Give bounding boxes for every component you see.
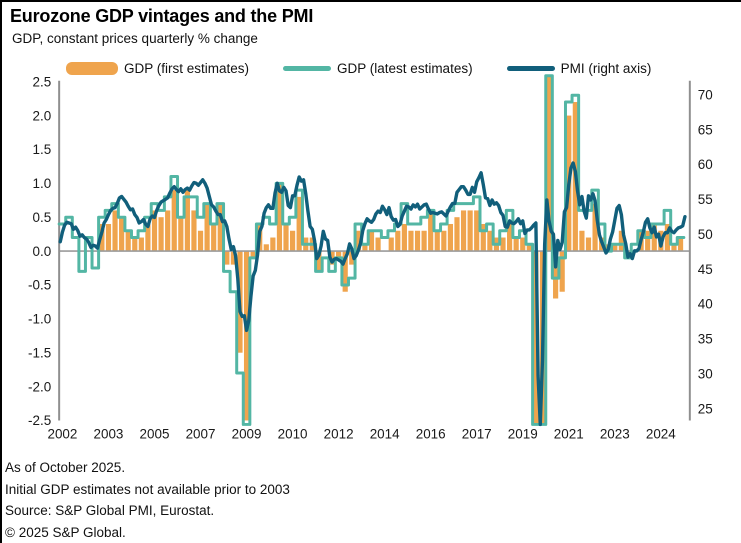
left-axis-label: 0.0 [32,244,51,259]
left-axis-label: -2.0 [28,379,51,394]
x-axis-label: 2021 [554,426,584,441]
footnote-availability: Initial GDP estimates not available prio… [5,481,290,497]
right-axis-labels: 70 65 60 55 50 45 40 35 30 25 [698,87,713,416]
x-axis-label: 2017 [462,426,492,441]
right-axis-label: 30 [698,366,713,381]
right-axis-label: 55 [698,192,713,207]
left-axis-label: 1.5 [32,142,51,157]
x-axis-label: 2002 [47,426,77,441]
legend-item-gdp-latest: GDP (latest estimates) [283,61,473,76]
chart-footnotes: As of October 2025. Initial GDP estimate… [5,457,290,543]
right-axis-label: 45 [698,262,713,277]
footnote-source: Source: S&P Global PMI, Eurostat. [5,503,215,518]
left-axis-label: -1.0 [28,312,51,327]
left-axis-label: 2.0 [32,108,51,123]
right-axis-label: 25 [698,401,713,416]
page-subtitle: GDP, constant prices quarterly % change [12,31,258,46]
left-axis-label: -0.5 [28,278,51,293]
left-axis-label: 0.5 [32,210,51,225]
x-axis-label: 2024 [646,426,676,441]
right-axis-label: 50 [698,227,713,242]
right-axis-label: 40 [698,297,713,312]
legend-label: GDP (latest estimates) [337,61,473,76]
left-axis-labels: 2.5 2.0 1.5 1.0 0.5 0.0 -0.5 -1.0 -1.5 -2.0 -2.5 [28,74,51,428]
right-axis-label: 70 [698,87,713,102]
left-axis-label: 2.5 [32,74,51,89]
legend-item-gdp-first: GDP (first estimates) [66,61,249,76]
chart-legend: GDP (first estimates) GDP (latest estima… [66,61,651,76]
left-axis-label: -1.5 [28,345,51,360]
x-axis-label: 2012 [324,426,354,441]
right-axis-label: 60 [698,157,713,172]
legend-swatch-2 [506,66,555,71]
x-axis-label: 2003 [94,426,124,441]
legend-label: GDP (first estimates) [124,61,250,76]
page-title: Eurozone GDP vintages and the PMI [10,6,314,26]
x-axis-label: 2019 [508,426,538,441]
right-axis-label: 35 [698,332,713,347]
right-axis-label: 65 [698,122,713,137]
pmi-line [58,161,687,427]
legend-swatch-1 [283,66,332,71]
x-axis-labels: 2002 2003 2005 2007 2009 2010 2012 2014 2016 2017… [47,426,676,441]
legend-swatch-0 [66,62,118,75]
legend-label: PMI (right axis) [560,61,652,76]
legend-item-pmi: PMI (right axis) [506,61,652,76]
footnote-copyright: © 2025 S&P Global. [5,524,126,540]
left-axis-label: -2.5 [28,413,51,428]
footnote-as-of: As of October 2025. [5,460,126,475]
x-axis-label: 2023 [600,426,630,441]
left-axis-label: 1.0 [32,176,51,191]
x-axis-label: 2005 [140,426,170,441]
x-axis-label: 2014 [370,426,400,441]
gdp-first-bars [99,75,684,425]
x-axis-label: 2010 [278,426,308,441]
x-axis-label: 2009 [232,426,262,441]
x-axis-label: 2016 [416,426,446,441]
x-axis-label: 2007 [186,426,216,441]
